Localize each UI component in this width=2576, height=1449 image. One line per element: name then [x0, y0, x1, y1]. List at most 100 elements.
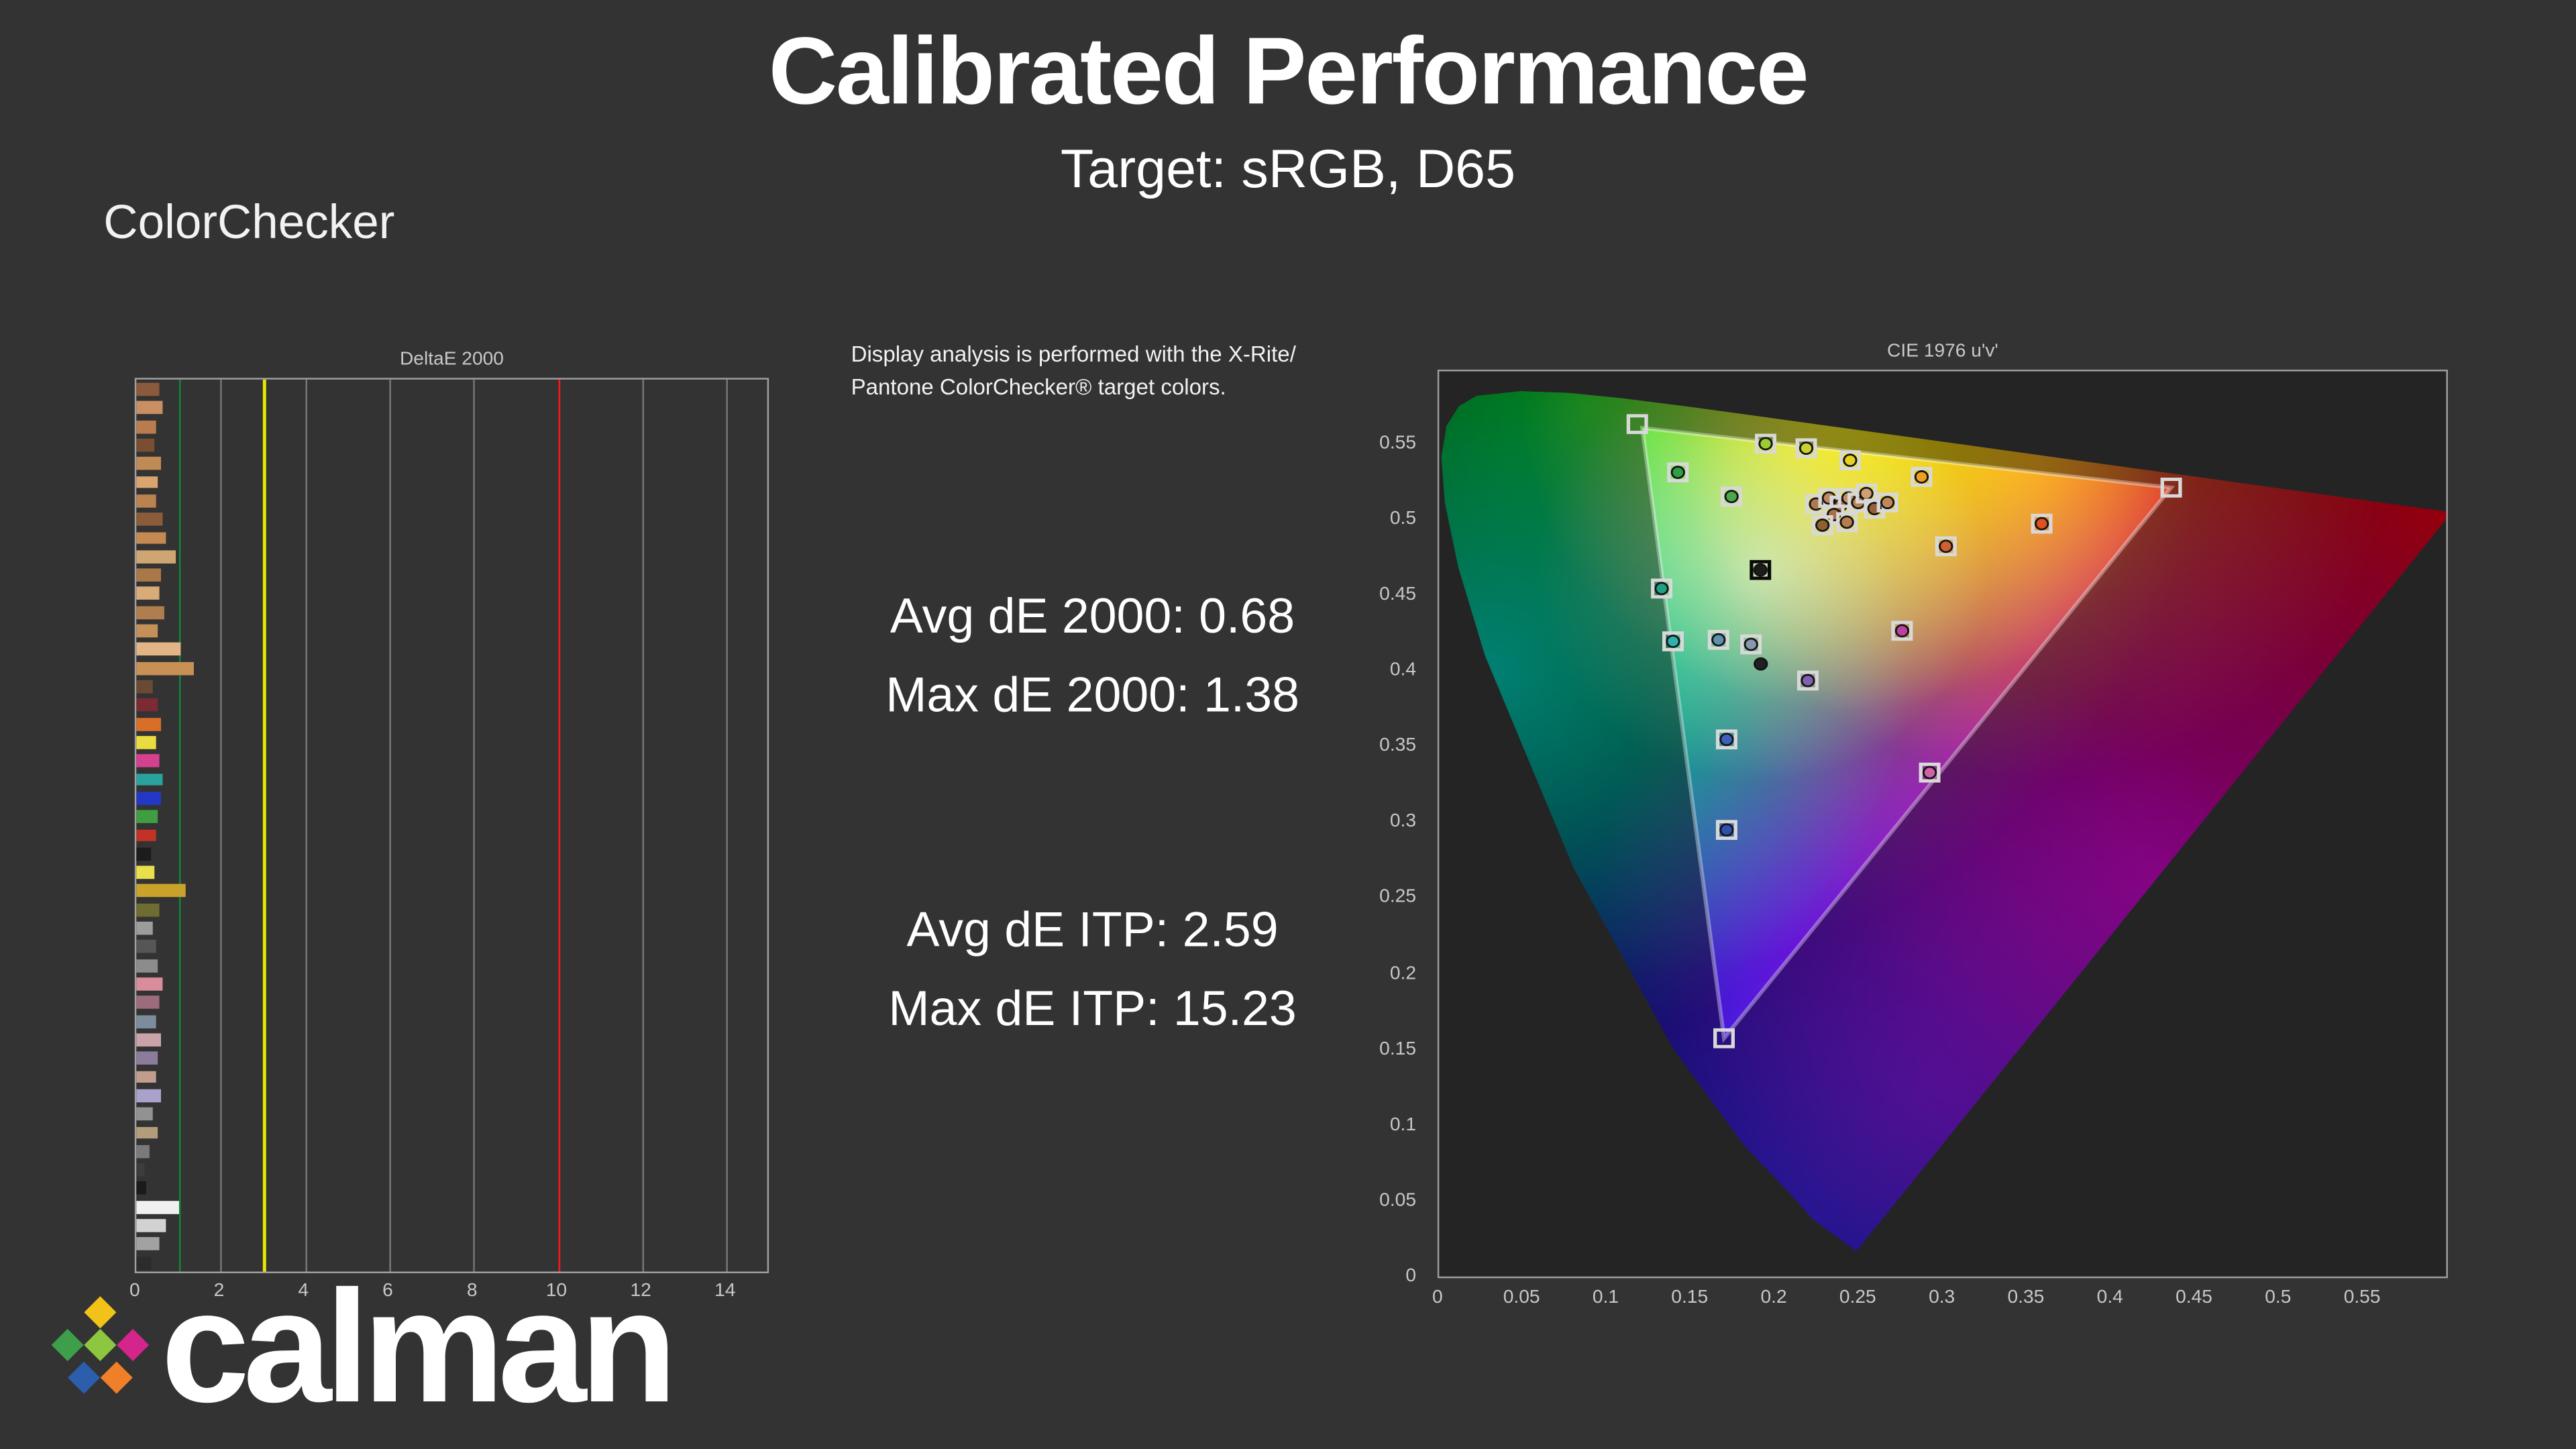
avg-deitp-stat: Avg dE ITP: 2.59: [906, 903, 1279, 958]
gridline: [474, 379, 476, 1272]
axis-tick-label: 0.2: [1760, 1288, 1787, 1308]
deltae-bar: [136, 457, 161, 470]
gridline: [305, 379, 307, 1272]
deitp-stats: Avg dE ITP: 2.59 Max dE ITP: 15.23: [739, 892, 1446, 1050]
page-subtitle: Target: sRGB, D65: [1060, 138, 1516, 199]
deltae-bar: [136, 1219, 167, 1232]
deltae-bar: [136, 494, 156, 508]
cie-measured-dot: [1880, 496, 1895, 510]
axis-tick-label: 14: [714, 1281, 736, 1301]
axis-tick-label: 0.5: [1389, 508, 1417, 529]
deltae-bar: [136, 698, 158, 712]
deltae-bar: [136, 1033, 161, 1046]
deltae-bar: [136, 606, 164, 619]
cie-target-square: [2031, 513, 2053, 534]
deltae-bar: [136, 735, 157, 749]
deltae-bar: [136, 996, 160, 1010]
cie-measured-dot: [1859, 486, 1874, 500]
deltae-bar-chart: DeltaE 2000: [134, 350, 769, 1273]
deltae-bar: [136, 680, 154, 694]
axis-tick-label: 0.15: [1379, 1039, 1417, 1059]
deltae-bar: [136, 1070, 156, 1084]
cie-target-square: [1721, 486, 1743, 506]
cie-measured-dot: [1801, 674, 1815, 688]
section-label-colorchecker: ColorChecker: [103, 197, 395, 250]
cie-target-square: [1839, 450, 1861, 471]
cie-target-square: [1667, 462, 1689, 482]
deltae-bar: [136, 754, 160, 768]
cie-measured-dot: [1839, 515, 1854, 529]
analysis-note: Display analysis is performed with the X…: [851, 338, 1344, 404]
axis-tick-label: 4: [298, 1281, 309, 1301]
cie-measured-dot: [2034, 517, 2049, 531]
cie-measured-dot: [1843, 453, 1858, 468]
reference-line: [178, 379, 181, 1272]
cie-target-square: [2160, 478, 2182, 498]
cie-target-square: [1713, 1028, 1735, 1049]
deltae-bar: [136, 1126, 158, 1140]
cie-chart-title: CIE 1976 u'v': [1887, 341, 1998, 362]
axis-tick-label: 8: [466, 1281, 478, 1301]
deltae-bar: [136, 922, 153, 935]
cie-target-square: [1935, 536, 1957, 557]
cie-measured-dot: [1711, 633, 1726, 647]
deltae-bar: [136, 1051, 158, 1065]
axis-tick-label: 2: [213, 1281, 225, 1301]
cie-measured-dot: [1894, 624, 1910, 638]
logo-diamond-yellow: [84, 1296, 117, 1329]
deltae-bar: [136, 513, 164, 526]
cie-target-square: [1864, 498, 1886, 519]
cie-target-square: [1626, 414, 1648, 435]
axis-tick-label: 0: [1432, 1288, 1443, 1308]
cie-target-square: [1707, 629, 1729, 650]
deltae-plot-area: [136, 379, 767, 1272]
axis-tick-label: 0.15: [1671, 1288, 1709, 1308]
cie-target-square: [1662, 631, 1684, 651]
axis-tick-label: 0.5: [2265, 1288, 2292, 1308]
deltae-bar: [136, 865, 154, 879]
deltae-bar: [136, 810, 158, 824]
deltae-bar: [136, 828, 156, 842]
deltae-bar: [136, 959, 158, 972]
cie-diagram: CIE 1976 u'v': [1437, 341, 2448, 1279]
avg-de2000-stat: Avg dE 2000: 0.68: [890, 590, 1295, 645]
logo-diamond-lime: [84, 1328, 117, 1361]
deltae-bar: [136, 773, 163, 786]
outside-gamut-dim-layer: [1441, 391, 2447, 1252]
deltae-bar: [136, 847, 152, 861]
calman-logo-text: calman: [161, 1256, 678, 1436]
gridline: [220, 379, 223, 1272]
axis-tick-label: 0.1: [1592, 1288, 1619, 1308]
deltae-bar: [136, 624, 158, 638]
deltae-bar: [136, 531, 167, 545]
axis-tick-label: 12: [630, 1281, 651, 1301]
cie-target-square: [1750, 559, 1772, 580]
deltae-bar: [136, 940, 156, 954]
deltae-bar: [136, 977, 163, 991]
cie-target-square: [1919, 762, 1941, 783]
axis-tick-label: 0.35: [1379, 736, 1417, 757]
cie-target-square: [1836, 512, 1858, 533]
axis-tick-label: 0: [1405, 1267, 1417, 1287]
deltae-bar: [136, 382, 160, 396]
deltae-bar: [136, 587, 160, 600]
deltae-x-axis: 0 2 4 6 8 10 12 14: [129, 1281, 772, 1307]
deltae-chart-title: DeltaE 2000: [399, 350, 504, 370]
cie-measured-dot: [1719, 733, 1734, 747]
logo-diamond-blue: [68, 1361, 101, 1394]
deltae-bar: [136, 1108, 154, 1121]
cie-measured-dot: [1758, 437, 1773, 451]
logo-diamond-magenta: [117, 1328, 150, 1361]
cie-chromaticity-plot: [1441, 391, 2447, 1252]
cie-measured-dot: [1743, 637, 1758, 651]
deltae-bar: [136, 401, 163, 415]
axis-tick-label: 0.55: [1379, 433, 1417, 453]
cie-measured-dot: [1724, 490, 1739, 504]
gridline: [642, 379, 645, 1272]
deltae-bar: [136, 438, 154, 452]
cie-target-square: [1715, 820, 1737, 841]
deltae-bar: [136, 1163, 144, 1177]
cie-measured-dot: [1654, 582, 1669, 596]
logo-diamond-green: [51, 1328, 84, 1361]
axis-tick-label: 0.55: [2343, 1288, 2381, 1308]
